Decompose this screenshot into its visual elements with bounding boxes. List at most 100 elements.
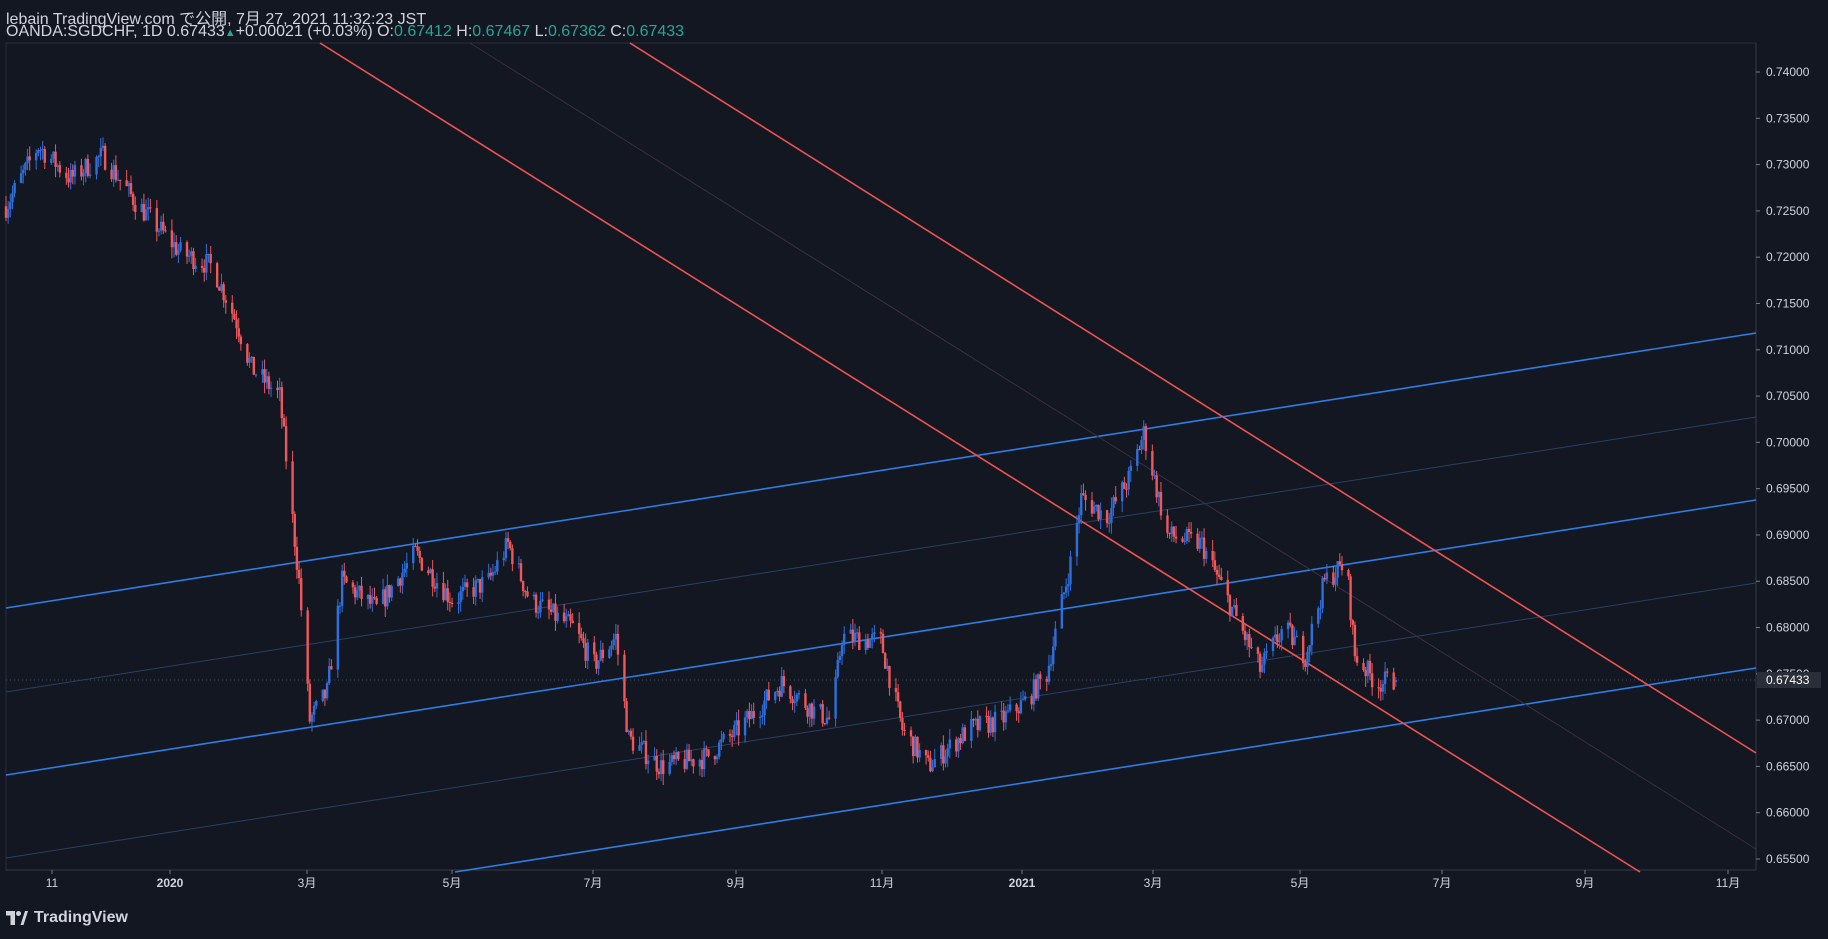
candle-body xyxy=(1006,710,1010,712)
candle-body xyxy=(610,645,613,650)
candle-body xyxy=(308,683,312,722)
candle-body xyxy=(396,578,400,587)
candle-body xyxy=(985,715,988,717)
candle-body xyxy=(435,582,439,589)
candle-body xyxy=(1215,569,1219,575)
candle-body xyxy=(728,733,732,736)
time-tick-label: 5月 xyxy=(443,876,462,890)
candle-body xyxy=(853,632,857,642)
candle-body xyxy=(43,149,46,163)
candle-body xyxy=(414,545,417,547)
candle-body xyxy=(384,589,387,607)
price-tick-label: 0.71000 xyxy=(1766,343,1810,357)
candle-body xyxy=(989,717,992,733)
candle-body xyxy=(517,563,521,565)
candle-body xyxy=(431,569,434,587)
resistance-line-upper[interactable] xyxy=(629,42,1757,754)
price-tick-label: 0.67000 xyxy=(1766,713,1810,727)
candle-body xyxy=(194,265,197,270)
candle-body xyxy=(56,165,59,167)
candle-body xyxy=(918,750,921,758)
candle-body xyxy=(67,178,70,183)
resistance-faint-line[interactable] xyxy=(469,42,1757,850)
candle-body xyxy=(506,538,510,542)
candle-body xyxy=(429,569,432,574)
candle-body xyxy=(901,717,904,730)
candle-body xyxy=(461,586,465,592)
candle-body xyxy=(834,677,837,719)
candle-body xyxy=(1295,635,1298,637)
candle-body xyxy=(50,158,53,163)
candle-body xyxy=(1136,449,1139,466)
candle-body xyxy=(1256,647,1260,654)
candle-body xyxy=(209,253,212,264)
candle-body xyxy=(743,717,747,736)
candle-body xyxy=(345,576,348,583)
candle-body xyxy=(614,633,618,640)
candle-body xyxy=(1075,523,1079,557)
candle-body xyxy=(1280,629,1283,641)
candle-body xyxy=(1172,526,1176,537)
tradingview-logo-icon xyxy=(6,911,28,925)
candle-body xyxy=(565,616,568,622)
candle-body xyxy=(177,250,180,255)
candle-body xyxy=(608,649,611,658)
candle-body xyxy=(278,387,281,391)
candle-body xyxy=(360,585,363,600)
candle-body xyxy=(797,693,801,695)
candle-body xyxy=(793,701,796,703)
candle-body xyxy=(1129,465,1133,471)
candle-body xyxy=(761,715,764,718)
candle-body xyxy=(1355,656,1359,663)
candle-body xyxy=(1379,687,1382,692)
candle-body xyxy=(1364,670,1367,677)
candles xyxy=(4,137,1398,786)
candle-body xyxy=(1105,510,1109,524)
candle-body xyxy=(970,719,973,741)
candle-body xyxy=(1228,595,1232,616)
candle-body xyxy=(627,730,630,733)
candle-body xyxy=(381,589,385,604)
candle-body xyxy=(1108,522,1111,524)
candle-body xyxy=(293,513,296,547)
high-value: 0.67467 xyxy=(472,23,531,40)
candle-body xyxy=(888,666,891,689)
candle-body xyxy=(659,760,663,775)
candle-body xyxy=(1351,620,1354,625)
candle-body xyxy=(1144,426,1148,451)
symbol-interval[interactable]: OANDA:SGDCHF, 1D xyxy=(6,23,163,40)
candle-body xyxy=(700,759,704,770)
candle-body xyxy=(1230,606,1234,616)
price-tick-label: 0.72500 xyxy=(1766,204,1810,218)
candle-body xyxy=(101,145,105,148)
candle-body xyxy=(1008,704,1012,711)
candle-body xyxy=(899,701,902,718)
candle-body xyxy=(871,634,874,640)
candle-body xyxy=(179,242,182,251)
candle-body xyxy=(368,595,372,604)
channel-faint-line-1[interactable] xyxy=(5,416,1757,693)
candle-body xyxy=(959,738,962,744)
candle-body xyxy=(927,755,930,758)
candle-body xyxy=(720,739,723,743)
candle-body xyxy=(526,591,529,597)
candle-body xyxy=(567,614,570,617)
candle-body xyxy=(1127,470,1130,490)
candle-body xyxy=(284,426,288,462)
resistance-line-lower[interactable] xyxy=(319,42,1641,873)
candle-body xyxy=(375,597,378,604)
candle-body xyxy=(672,755,676,760)
candle-body xyxy=(1036,674,1040,699)
candle-body xyxy=(580,633,583,639)
candle-body xyxy=(140,203,143,212)
channel-bottom-line[interactable] xyxy=(454,667,1757,873)
candle-body xyxy=(737,720,740,736)
candle-body xyxy=(267,376,271,389)
channel-faint-line-2[interactable] xyxy=(5,582,1757,859)
candle-body xyxy=(1198,538,1201,549)
candle-body xyxy=(340,570,344,606)
candle-body xyxy=(924,750,928,756)
candle-body xyxy=(185,242,189,257)
price-tick-label: 0.68000 xyxy=(1766,621,1810,635)
